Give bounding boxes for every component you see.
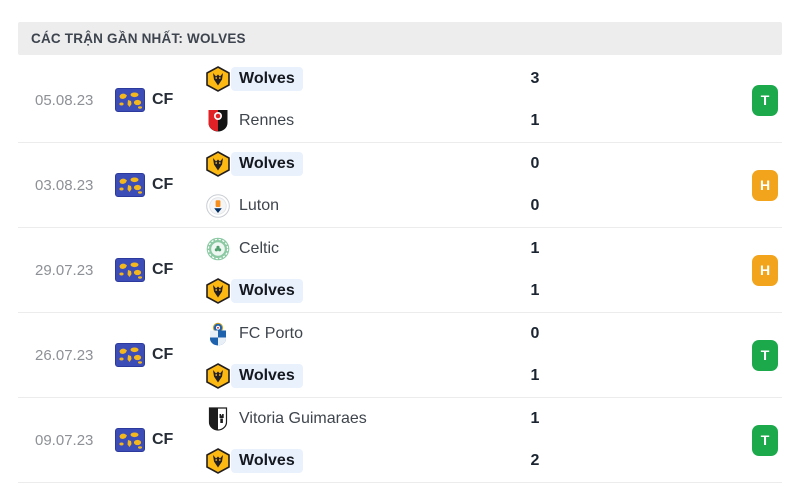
competition-code: CF [152, 176, 174, 193]
world-map-icon [115, 88, 145, 112]
result-badge-win: T [752, 424, 778, 456]
result-badge-draw: H [752, 169, 778, 201]
home-team-line: Wolves 3 [205, 58, 555, 100]
competition-cell: CF [115, 258, 205, 282]
recent-matches-panel: CÁC TRẬN GẦN NHẤT: WOLVES 05.08.23 CF Wo… [18, 22, 782, 483]
away-score: 1 [530, 282, 540, 299]
competition-code: CF [152, 346, 174, 363]
wolves-logo [205, 278, 231, 304]
home-team-line: FC Porto 0 [205, 313, 555, 355]
world-map-icon [115, 258, 145, 282]
vitoria-guimaraes-logo [205, 406, 231, 432]
match-date: 05.08.23 [35, 91, 94, 109]
home-score: 0 [530, 155, 540, 172]
result-cell: T [752, 424, 778, 456]
teams-cell: FC Porto 0 Wolves 1 [205, 313, 555, 397]
away-team-line: Luton 0 [205, 185, 555, 227]
home-score: 0 [530, 325, 540, 342]
away-team-name[interactable]: Wolves [231, 279, 303, 303]
wolves-logo [205, 448, 231, 474]
match-row[interactable]: 03.08.23 CF Wolves 0 Luton 0 H [18, 143, 782, 228]
match-date: 09.07.23 [35, 431, 94, 449]
home-team-name[interactable]: Vitoria Guimaraes [239, 410, 367, 427]
match-row[interactable]: 09.07.23 CF Vitoria Guimaraes 1 Wolves 2… [18, 398, 782, 483]
home-team-name[interactable]: Wolves [231, 152, 303, 176]
panel-header: CÁC TRẬN GẦN NHẤT: WOLVES [18, 22, 782, 55]
result-badge-win: T [752, 339, 778, 371]
teams-cell: Celtic 1 Wolves 1 [205, 228, 555, 312]
away-team-line: Wolves 2 [205, 440, 555, 482]
luton-logo [205, 193, 231, 219]
match-row[interactable]: 29.07.23 CF Celtic 1 Wolves 1 H [18, 228, 782, 313]
result-cell: T [752, 339, 778, 371]
competition-cell: CF [115, 88, 205, 112]
teams-cell: Vitoria Guimaraes 1 Wolves 2 [205, 398, 555, 482]
away-score: 1 [530, 112, 540, 129]
away-score: 0 [530, 197, 540, 214]
porto-logo [205, 321, 231, 347]
away-team-name[interactable]: Luton [239, 197, 280, 214]
home-team-line: Vitoria Guimaraes 1 [205, 398, 555, 440]
match-list: 05.08.23 CF Wolves 3 Rennes 1 T [18, 58, 782, 483]
panel-title: CÁC TRẬN GẦN NHẤT: WOLVES [31, 31, 246, 46]
away-score: 2 [530, 452, 540, 469]
world-map-icon [115, 428, 145, 452]
result-cell: H [752, 254, 778, 286]
teams-cell: Wolves 3 Rennes 1 [205, 58, 555, 142]
world-map-icon [115, 343, 145, 367]
match-date: 26.07.23 [35, 346, 94, 364]
away-score: 1 [530, 367, 540, 384]
match-row[interactable]: 26.07.23 CF FC Porto 0 Wolves 1 T [18, 313, 782, 398]
competition-cell: CF [115, 173, 205, 197]
competition-code: CF [152, 91, 174, 108]
away-team-name[interactable]: Wolves [231, 364, 303, 388]
result-badge-draw: H [752, 254, 778, 286]
world-map-icon [115, 173, 145, 197]
home-team-name[interactable]: Celtic [239, 240, 280, 257]
competition-cell: CF [115, 428, 205, 452]
result-cell: H [752, 169, 778, 201]
match-date: 29.07.23 [35, 261, 94, 279]
away-team-name[interactable]: Rennes [239, 112, 295, 129]
home-score: 3 [530, 70, 540, 87]
away-team-line: Wolves 1 [205, 355, 555, 397]
result-cell: T [752, 84, 778, 116]
match-date: 03.08.23 [35, 176, 94, 194]
wolves-logo [205, 363, 231, 389]
away-team-name[interactable]: Wolves [231, 449, 303, 473]
competition-cell: CF [115, 343, 205, 367]
wolves-logo [205, 151, 231, 177]
home-team-name[interactable]: FC Porto [239, 325, 304, 342]
celtic-logo [205, 236, 231, 262]
competition-code: CF [152, 261, 174, 278]
away-team-line: Wolves 1 [205, 270, 555, 312]
home-team-line: Wolves 0 [205, 143, 555, 185]
competition-code: CF [152, 431, 174, 448]
teams-cell: Wolves 0 Luton 0 [205, 143, 555, 227]
result-badge-win: T [752, 84, 778, 116]
rennes-logo [205, 108, 231, 134]
away-team-line: Rennes 1 [205, 100, 555, 142]
home-team-name[interactable]: Wolves [231, 67, 303, 91]
home-score: 1 [530, 410, 540, 427]
match-row[interactable]: 05.08.23 CF Wolves 3 Rennes 1 T [18, 58, 782, 143]
wolves-logo [205, 66, 231, 92]
home-team-line: Celtic 1 [205, 228, 555, 270]
home-score: 1 [530, 240, 540, 257]
